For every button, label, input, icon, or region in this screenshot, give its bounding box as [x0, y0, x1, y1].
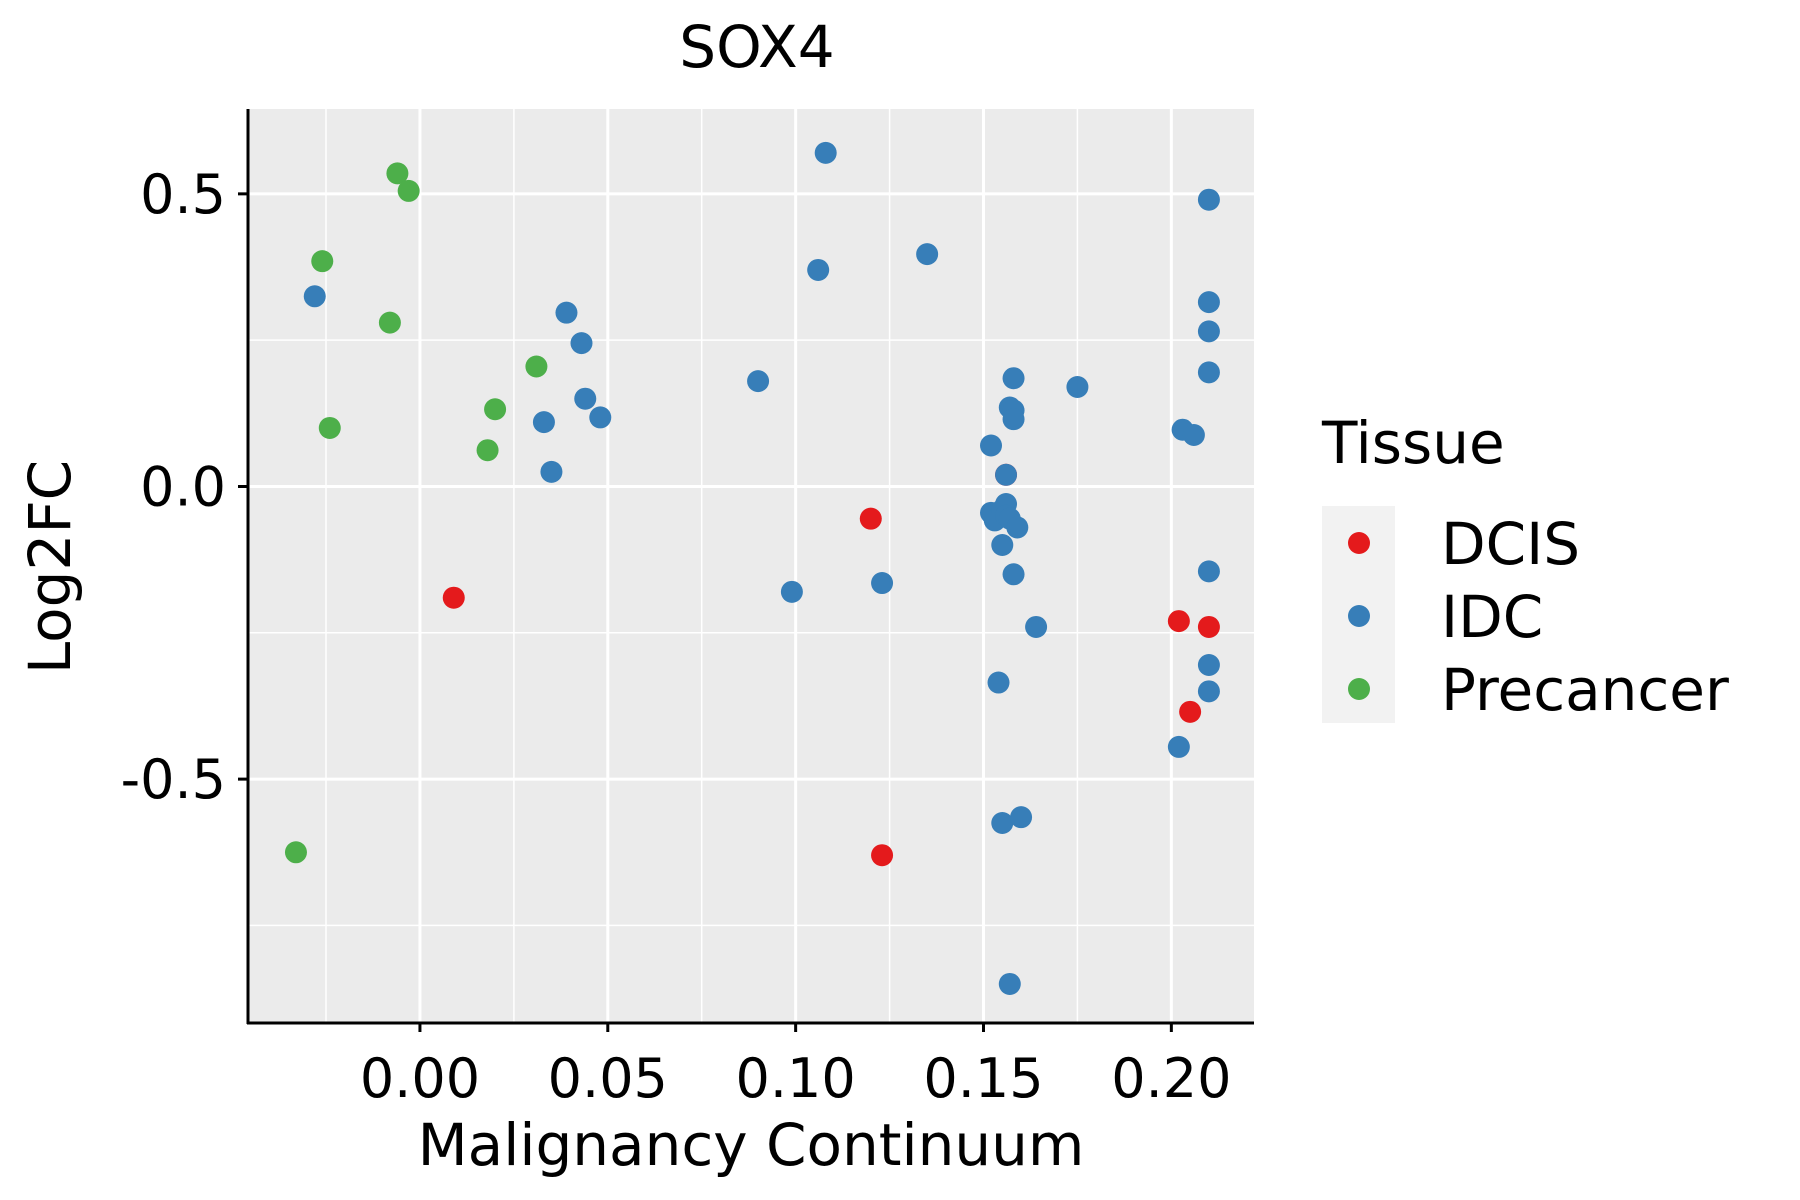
point-precancer	[284, 841, 307, 864]
x-axis-title: Malignancy Continuum	[418, 1111, 1085, 1179]
point-idc	[747, 370, 770, 393]
legend-key-precancer	[1348, 678, 1370, 700]
point-idc	[871, 572, 894, 595]
point-dcis	[442, 586, 465, 609]
x-tick-label: 0.15	[923, 1047, 1043, 1110]
point-idc	[574, 387, 597, 410]
point-idc	[532, 411, 555, 434]
point-idc	[1010, 806, 1033, 829]
point-idc	[814, 141, 837, 164]
point-idc	[1197, 680, 1220, 703]
point-precancer	[484, 398, 507, 421]
point-idc	[1197, 320, 1220, 343]
point-precancer	[476, 439, 499, 462]
point-idc	[1002, 367, 1025, 390]
data-points	[284, 141, 1220, 995]
point-idc	[570, 332, 593, 355]
minor-gridlines	[249, 109, 1254, 1022]
point-idc	[991, 812, 1014, 835]
point-idc	[1197, 653, 1220, 676]
point-idc	[303, 285, 326, 308]
legend-key-idc	[1348, 605, 1370, 627]
point-precancer	[397, 179, 420, 202]
point-idc	[980, 434, 1003, 457]
plot-panel	[249, 109, 1254, 1022]
point-precancer	[525, 355, 548, 378]
point-precancer	[318, 416, 341, 439]
point-dcis	[1197, 615, 1220, 638]
x-tick-label: 0.05	[548, 1047, 668, 1110]
point-idc	[998, 972, 1021, 995]
x-tick-label: 0.20	[1111, 1047, 1231, 1110]
point-idc	[916, 243, 939, 266]
y-axis-title: Log2FC	[16, 460, 84, 674]
legend-label-dcis: DCIS	[1441, 510, 1580, 578]
point-dcis	[1167, 610, 1190, 633]
point-idc	[589, 406, 612, 429]
point-idc	[1197, 361, 1220, 384]
point-idc	[1167, 735, 1190, 758]
point-idc	[1197, 560, 1220, 583]
y-tick-label: 0.5	[140, 163, 226, 226]
point-precancer	[386, 162, 409, 185]
point-idc	[555, 301, 578, 324]
point-dcis	[859, 507, 882, 530]
point-idc	[1066, 375, 1089, 398]
point-idc	[1197, 291, 1220, 314]
x-tick-label: 0.10	[736, 1047, 856, 1110]
legend-title: Tissue	[1321, 409, 1505, 477]
legend-key-dcis	[1348, 532, 1370, 554]
y-axis-ticks: -0.5 0.0 0.5	[121, 163, 248, 811]
chart-title: SOX4	[679, 13, 834, 81]
point-idc	[780, 580, 803, 603]
point-dcis	[1179, 700, 1202, 723]
point-idc	[1197, 188, 1220, 211]
x-tick-label: 0.00	[360, 1047, 480, 1110]
point-idc	[1025, 615, 1048, 638]
point-idc	[995, 463, 1018, 486]
point-dcis	[871, 844, 894, 867]
point-idc	[1002, 563, 1025, 586]
point-idc	[991, 534, 1014, 557]
legend-label-idc: IDC	[1441, 583, 1543, 651]
major-gridlines	[249, 109, 1254, 1022]
point-idc	[1182, 423, 1205, 446]
point-idc	[540, 460, 563, 483]
point-precancer	[378, 311, 401, 334]
legend-label-precancer: Precancer	[1441, 656, 1729, 724]
y-tick-label: 0.0	[140, 455, 226, 518]
point-idc	[807, 258, 830, 281]
point-precancer	[311, 250, 334, 273]
point-idc	[1002, 408, 1025, 431]
point-idc	[987, 671, 1010, 694]
point-idc	[1006, 516, 1029, 539]
x-axis-ticks: 0.00 0.05 0.10 0.15 0.20	[360, 1023, 1231, 1110]
y-tick-label: -0.5	[121, 748, 226, 811]
